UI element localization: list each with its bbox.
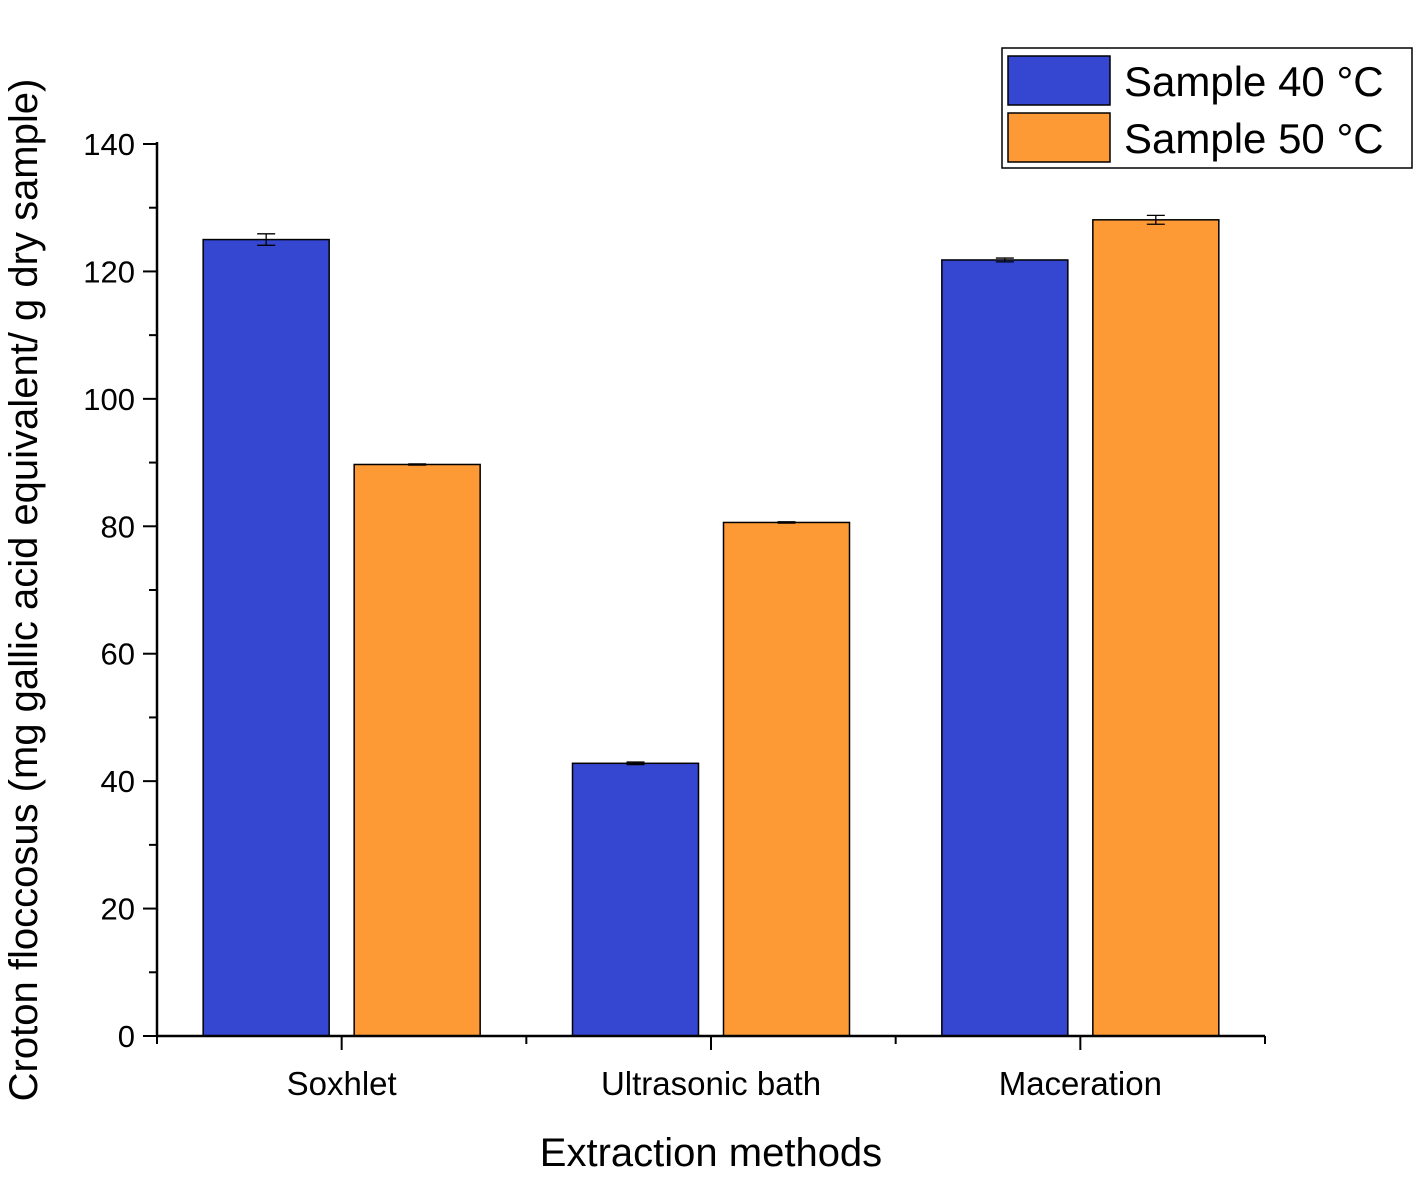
legend-label: Sample 40 °C — [1124, 58, 1384, 105]
y-tick-label: 140 — [83, 127, 135, 162]
error-bar — [995, 257, 1014, 263]
y-tick-label: 100 — [83, 382, 135, 417]
y-tick-label: 80 — [101, 509, 135, 544]
y-tick-label: 40 — [101, 764, 135, 799]
y-tick-label: 120 — [83, 254, 135, 289]
error-bar — [1146, 214, 1165, 225]
y-tick-label: 0 — [118, 1019, 135, 1054]
bar-ultrasonic-bath-1 — [571, 762, 700, 1037]
bar-ultrasonic-bath-2 — [722, 521, 851, 1037]
error-bar — [626, 761, 645, 766]
bar-maceration-1 — [941, 259, 1069, 1037]
error-bar — [408, 463, 427, 466]
error-bar — [257, 233, 276, 246]
bar-soxhlet-1 — [202, 238, 330, 1037]
x-tick-label: Ultrasonic bath — [601, 1065, 821, 1102]
axes-group: Soxhlet Ultrasonic bath Maceration 0 20 40 60 8… — [83, 127, 1266, 1102]
error-bars-group — [257, 214, 1165, 766]
legend-label: Sample 50 °C — [1124, 115, 1384, 162]
x-axis-title: Extraction methods — [540, 1131, 882, 1175]
x-tick-label: Soxhlet — [287, 1065, 397, 1102]
bar-soxhlet-2 — [353, 463, 481, 1037]
y-axis-title: Croton floccosus (mg gallic acid equival… — [2, 79, 46, 1102]
bar-maceration-2 — [1092, 219, 1220, 1037]
legend-swatch — [1007, 112, 1111, 163]
legend: Sample 40 °C Sample 50 °C — [1001, 47, 1413, 169]
y-tick-label: 60 — [101, 637, 135, 672]
error-bar — [777, 521, 796, 524]
x-tick-label: Maceration — [999, 1065, 1162, 1102]
y-tick-label: 20 — [101, 892, 135, 927]
legend-swatch — [1007, 55, 1111, 106]
bars-group — [202, 219, 1220, 1037]
